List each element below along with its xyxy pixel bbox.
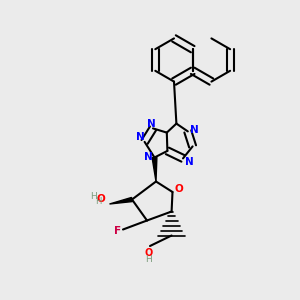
Polygon shape xyxy=(110,197,132,204)
Text: N: N xyxy=(143,152,152,163)
Text: H: H xyxy=(96,197,102,206)
Text: O: O xyxy=(174,184,183,194)
Text: O: O xyxy=(144,248,153,259)
Text: H: H xyxy=(145,255,152,264)
Text: N: N xyxy=(184,157,194,167)
Text: O: O xyxy=(96,194,105,205)
Text: H: H xyxy=(91,192,97,201)
Text: F: F xyxy=(114,226,121,236)
Text: N: N xyxy=(190,125,199,135)
Polygon shape xyxy=(152,158,157,182)
Text: N: N xyxy=(136,132,145,142)
Text: N: N xyxy=(147,119,156,129)
